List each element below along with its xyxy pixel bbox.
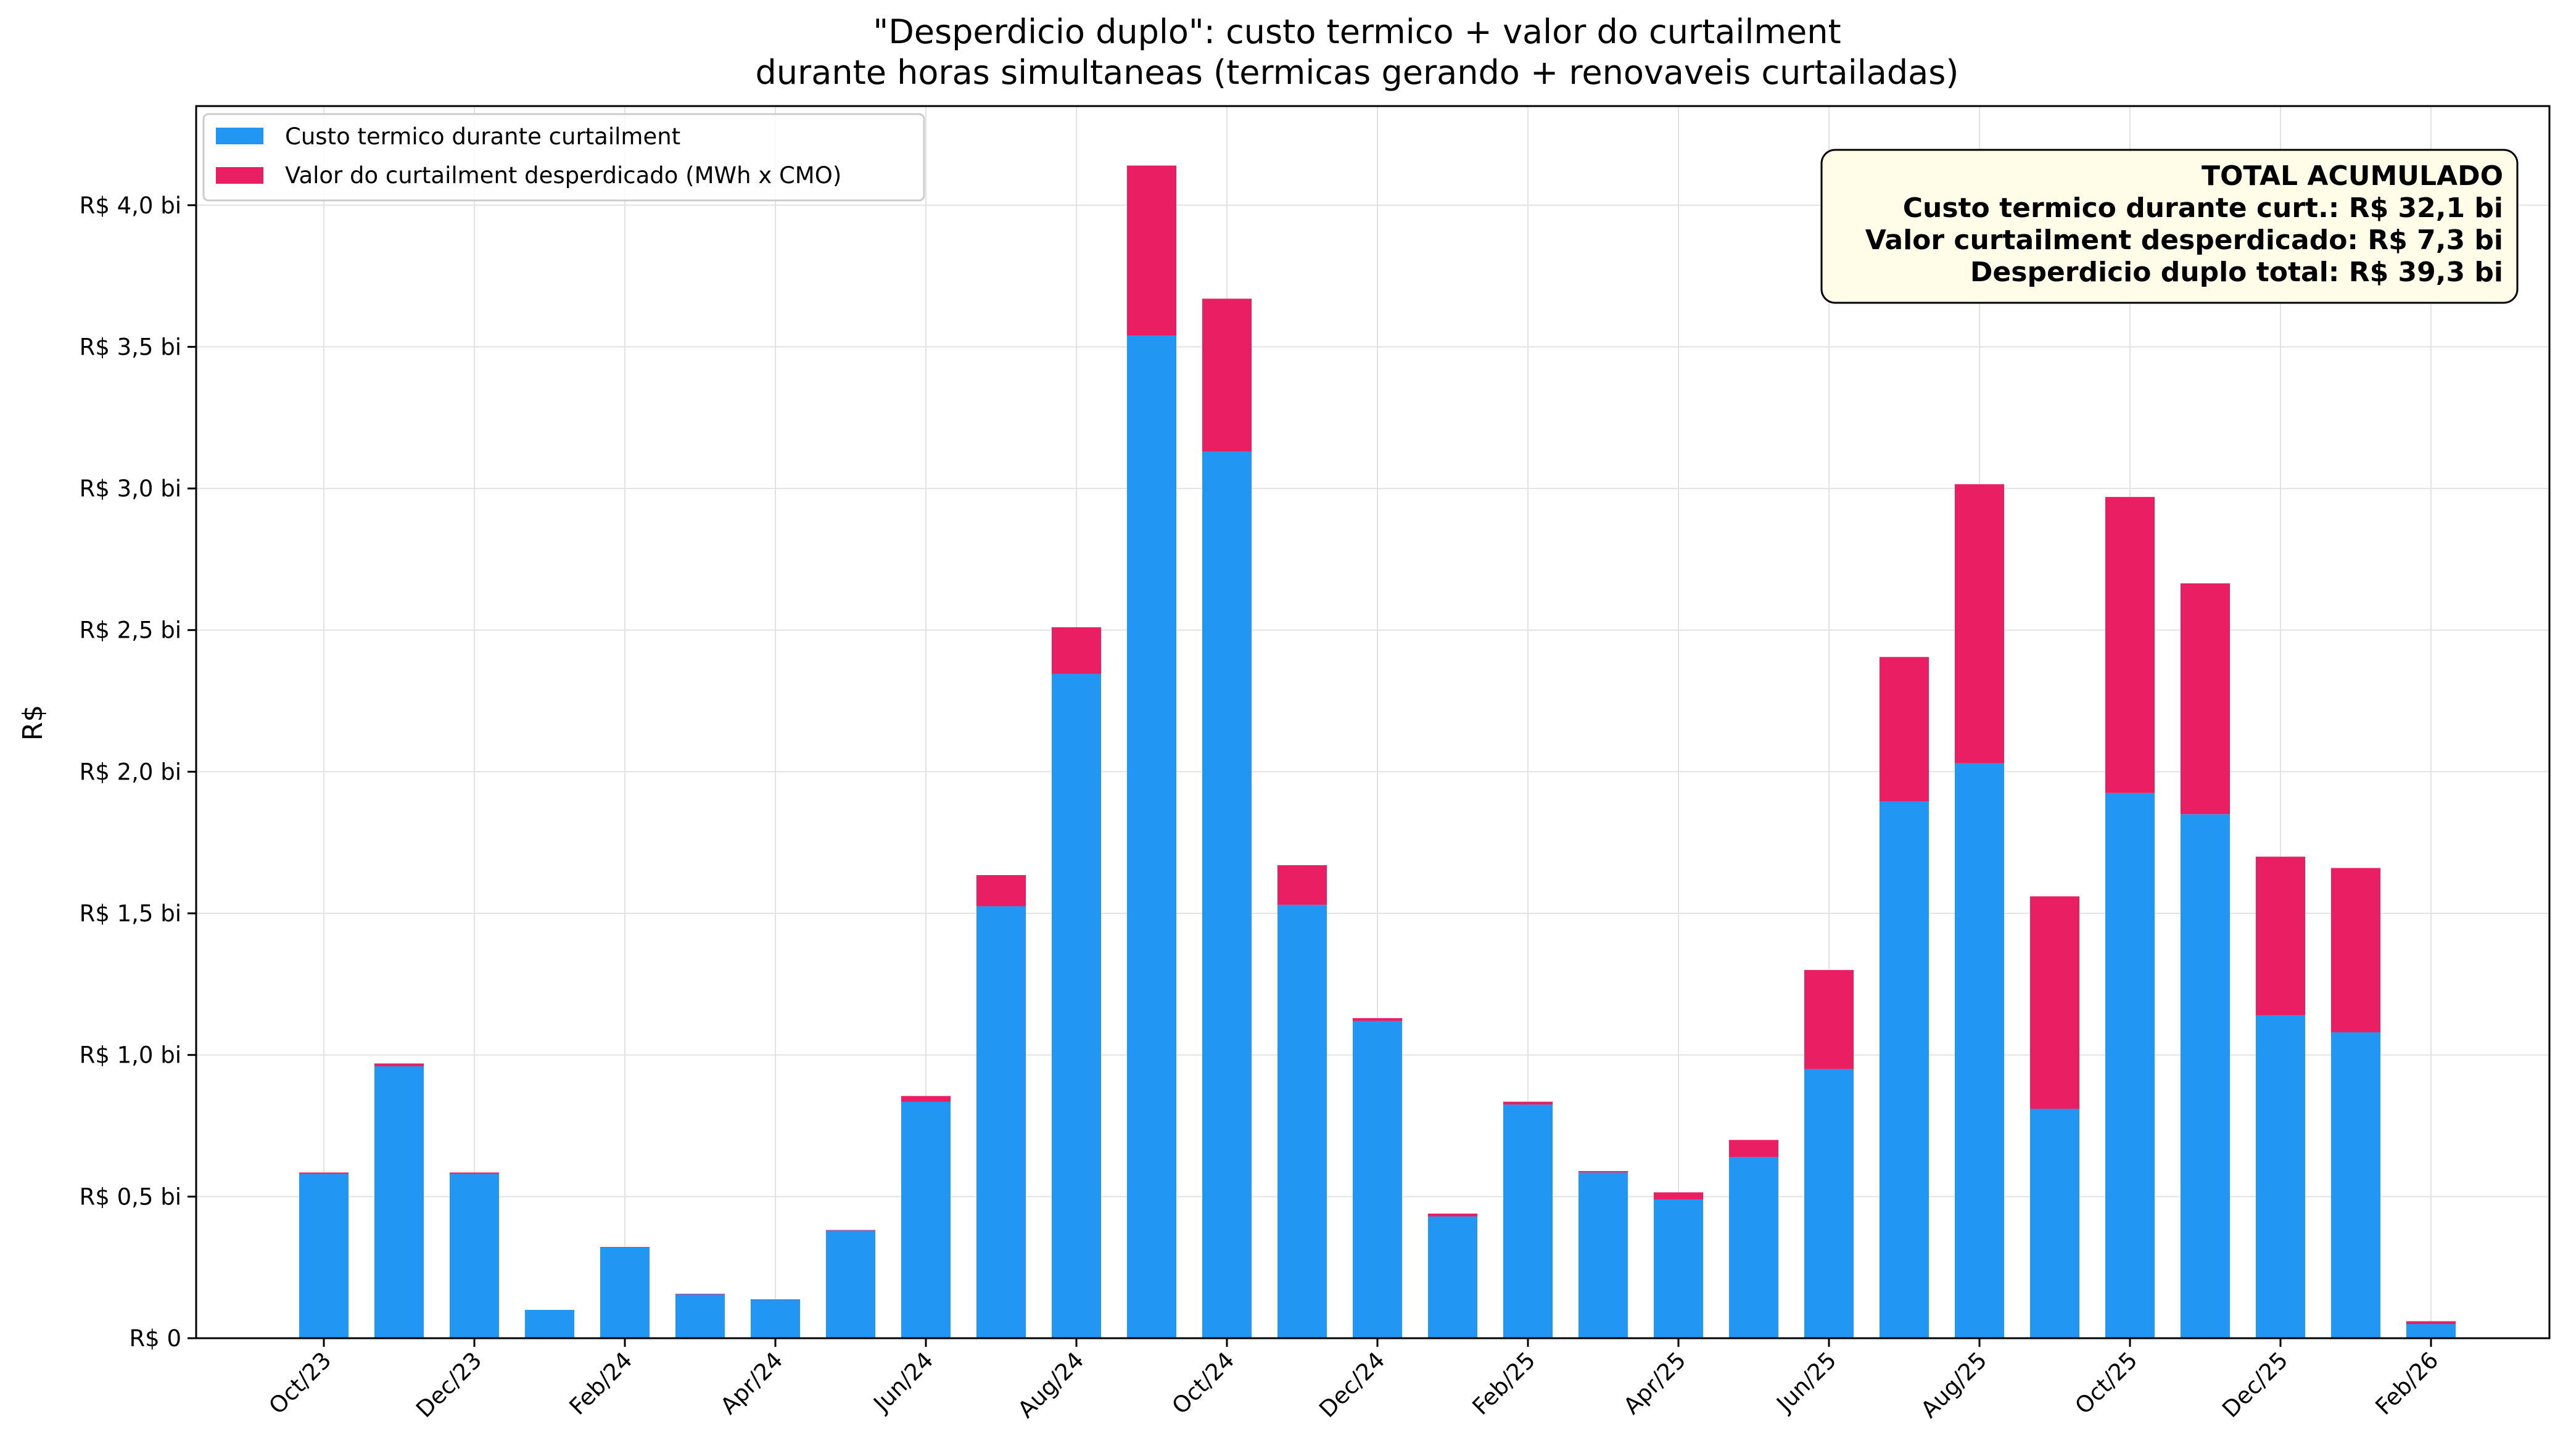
bar-curtailment-Oct-25 bbox=[2105, 496, 2155, 793]
bar-thermal-Feb-24 bbox=[600, 1248, 650, 1338]
bar-curtailment-Feb-25 bbox=[1503, 1101, 1553, 1105]
bar-thermal-Dec-25 bbox=[2256, 1015, 2305, 1338]
y-tick-label: R$ 1,5 bi bbox=[80, 900, 181, 927]
summary-total: Desperdicio duplo total: R$ 39,3 bi bbox=[1970, 257, 2503, 288]
y-tick-label: R$ 0,5 bi bbox=[80, 1183, 181, 1210]
chart-title-line-1: "Desperdicio duplo": custo termico + val… bbox=[873, 12, 1841, 51]
bar-thermal-Jul-24 bbox=[976, 906, 1026, 1338]
bar-thermal-Aug-24 bbox=[1052, 673, 1101, 1338]
bar-curtailment-Nov-25 bbox=[2181, 583, 2230, 815]
bar-curtailment-May-25 bbox=[1729, 1140, 1778, 1158]
bar-thermal-Jul-25 bbox=[1880, 801, 1929, 1338]
bar-thermal-Oct-25 bbox=[2105, 792, 2155, 1338]
y-tick-label: R$ 3,5 bi bbox=[80, 334, 181, 360]
bar-thermal-Jan-25 bbox=[1428, 1216, 1477, 1338]
bar-curtailment-Dec-24 bbox=[1353, 1018, 1402, 1021]
bar-thermal-Nov-25 bbox=[2181, 814, 2230, 1338]
summary-thermal-cost: Custo termico durante curt.: R$ 32,1 bi bbox=[1903, 192, 2503, 224]
y-tick-label: R$ 1,0 bi bbox=[80, 1042, 181, 1069]
bar-thermal-Aug-25 bbox=[1955, 763, 2004, 1338]
legend-box bbox=[202, 113, 925, 202]
bar-curtailment-Jun-25 bbox=[1804, 969, 1854, 1069]
bar-curtailment-Mar-25 bbox=[1579, 1171, 1628, 1173]
y-tick-label: R$ 3,0 bi bbox=[80, 475, 181, 502]
y-tick-label: R$ 0 bbox=[129, 1325, 181, 1352]
bar-curtailment-Aug-24 bbox=[1052, 627, 1101, 674]
bar-curtailment-Oct-24 bbox=[1202, 298, 1252, 452]
bar-thermal-Feb-26 bbox=[2406, 1324, 2456, 1338]
bar-curtailment-Oct-23 bbox=[299, 1172, 349, 1174]
legend: Custo termico durante curtailment Valor … bbox=[202, 113, 925, 202]
bar-thermal-Jan-26 bbox=[2331, 1032, 2380, 1338]
y-tick-label: R$ 2,5 bi bbox=[80, 617, 181, 644]
summary-box-background bbox=[1820, 149, 2519, 304]
bar-thermal-May-25 bbox=[1729, 1157, 1778, 1338]
y-axis-label: R$ bbox=[17, 705, 49, 741]
bar-thermal-Jan-24 bbox=[525, 1310, 574, 1338]
chart-title-line-2: durante horas simultaneas (termicas gera… bbox=[756, 53, 1959, 92]
bar-curtailment-Nov-23 bbox=[374, 1063, 424, 1067]
bar-curtailment-Sep-25 bbox=[2030, 896, 2079, 1109]
bar-thermal-Oct-23 bbox=[299, 1174, 349, 1338]
summary-curtailment-value: Valor curtailment desperdicado: R$ 7,3 b… bbox=[1865, 224, 2503, 256]
bars bbox=[299, 165, 2456, 1338]
bar-thermal-Mar-24 bbox=[675, 1294, 725, 1338]
bar-curtailment-May-24 bbox=[826, 1230, 875, 1231]
bar-thermal-Nov-23 bbox=[374, 1066, 424, 1338]
plot-frame bbox=[195, 105, 2551, 1339]
bar-thermal-Jun-25 bbox=[1804, 1069, 1854, 1338]
bar-curtailment-Dec-23 bbox=[450, 1172, 499, 1174]
y-tick-label: R$ 2,0 bi bbox=[80, 759, 181, 785]
bar-curtailment-Jul-24 bbox=[976, 875, 1026, 907]
bar-thermal-Feb-25 bbox=[1503, 1104, 1553, 1338]
bar-curtailment-Jan-25 bbox=[1428, 1213, 1477, 1217]
bar-curtailment-Jun-24 bbox=[901, 1096, 951, 1102]
legend-swatch-curtailment bbox=[216, 167, 263, 184]
bar-curtailment-Feb-26 bbox=[2406, 1321, 2456, 1325]
bar-thermal-Mar-25 bbox=[1579, 1172, 1628, 1338]
bar-curtailment-Apr-24 bbox=[751, 1299, 800, 1300]
legend-swatch-thermal bbox=[216, 128, 263, 144]
bar-thermal-Sep-24 bbox=[1127, 335, 1176, 1338]
bar-thermal-Nov-24 bbox=[1277, 905, 1327, 1338]
bar-curtailment-Jul-25 bbox=[1880, 657, 1929, 802]
legend-label-curtailment: Valor do curtailment desperdicado (MWh x… bbox=[285, 162, 841, 189]
bar-thermal-Apr-25 bbox=[1654, 1199, 1703, 1338]
summary-title: TOTAL ACUMULADO bbox=[2202, 160, 2503, 192]
bar-curtailment-Feb-24 bbox=[600, 1247, 650, 1248]
bar-curtailment-Nov-24 bbox=[1277, 865, 1327, 905]
bar-curtailment-Jan-26 bbox=[2331, 868, 2380, 1032]
bar-curtailment-Dec-25 bbox=[2256, 857, 2305, 1016]
legend-label-thermal: Custo termico durante curtailment bbox=[285, 123, 680, 150]
bar-curtailment-Sep-24 bbox=[1127, 165, 1176, 336]
bar-thermal-May-24 bbox=[826, 1230, 875, 1338]
bar-thermal-Oct-24 bbox=[1202, 451, 1252, 1338]
y-tick-label: R$ 4,0 bi bbox=[80, 192, 181, 219]
bar-thermal-Dec-24 bbox=[1353, 1021, 1402, 1338]
bar-thermal-Jun-24 bbox=[901, 1101, 951, 1338]
bar-curtailment-Apr-25 bbox=[1654, 1192, 1703, 1199]
summary-box: TOTAL ACUMULADO Custo termico durante cu… bbox=[1820, 149, 2519, 304]
bar-thermal-Sep-25 bbox=[2030, 1108, 2079, 1338]
bar-thermal-Apr-24 bbox=[751, 1299, 800, 1338]
bar-curtailment-Aug-25 bbox=[1955, 484, 2004, 763]
bar-thermal-Dec-23 bbox=[450, 1174, 499, 1338]
